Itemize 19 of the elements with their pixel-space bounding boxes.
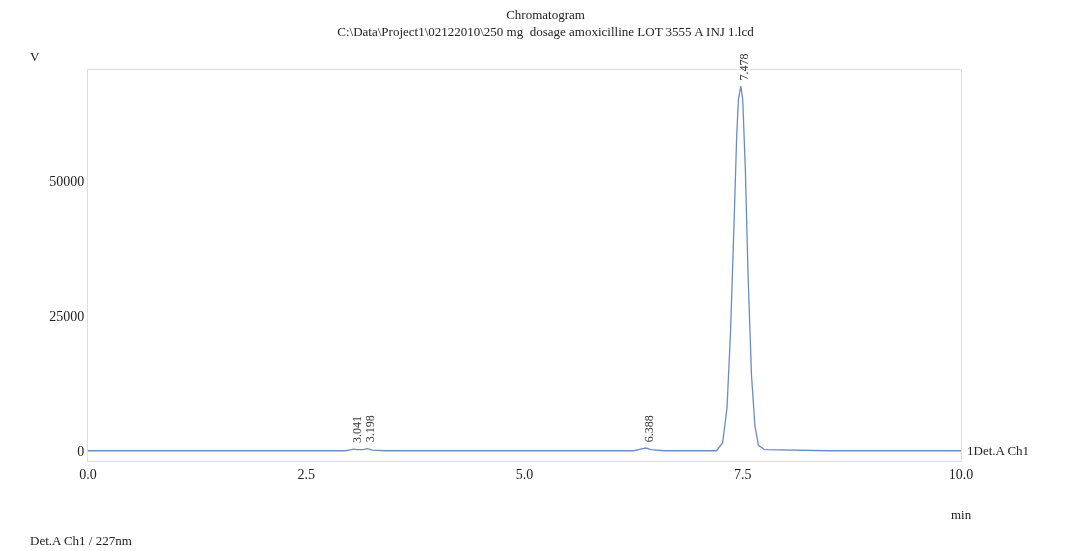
y-axis-title: V [30,49,40,64]
chart-subtitle: C:\Data\Project1\02122010\250 mg dosage amoxicilline LOT 3555 A INJ 1.lcd [337,24,755,40]
annotation: 3.041 [349,416,364,444]
x-tick-label: 5.0 [515,466,534,482]
x-tick-label: 7.5 [734,466,752,482]
x-axis-title: min [951,507,972,522]
line-series [88,85,961,452]
y-tick-label: 25000 [49,308,85,324]
x-tick-label: 2.5 [297,466,315,482]
annotation: 7.478 [737,53,752,81]
series-label: 1Det.A Ch1 [967,443,1030,458]
annotation: 3.198 [363,415,378,443]
chart-title: Chromatogram [506,7,585,23]
y-tick-label: 50000 [49,173,85,189]
x-tick-label: 10.0 [948,466,974,482]
text: Det.A Ch1 / 227nm [30,533,132,548]
y-tick-label: 0 [77,443,85,459]
annotation: 6.388 [642,415,657,443]
x-tick-label: 0.0 [79,466,97,482]
